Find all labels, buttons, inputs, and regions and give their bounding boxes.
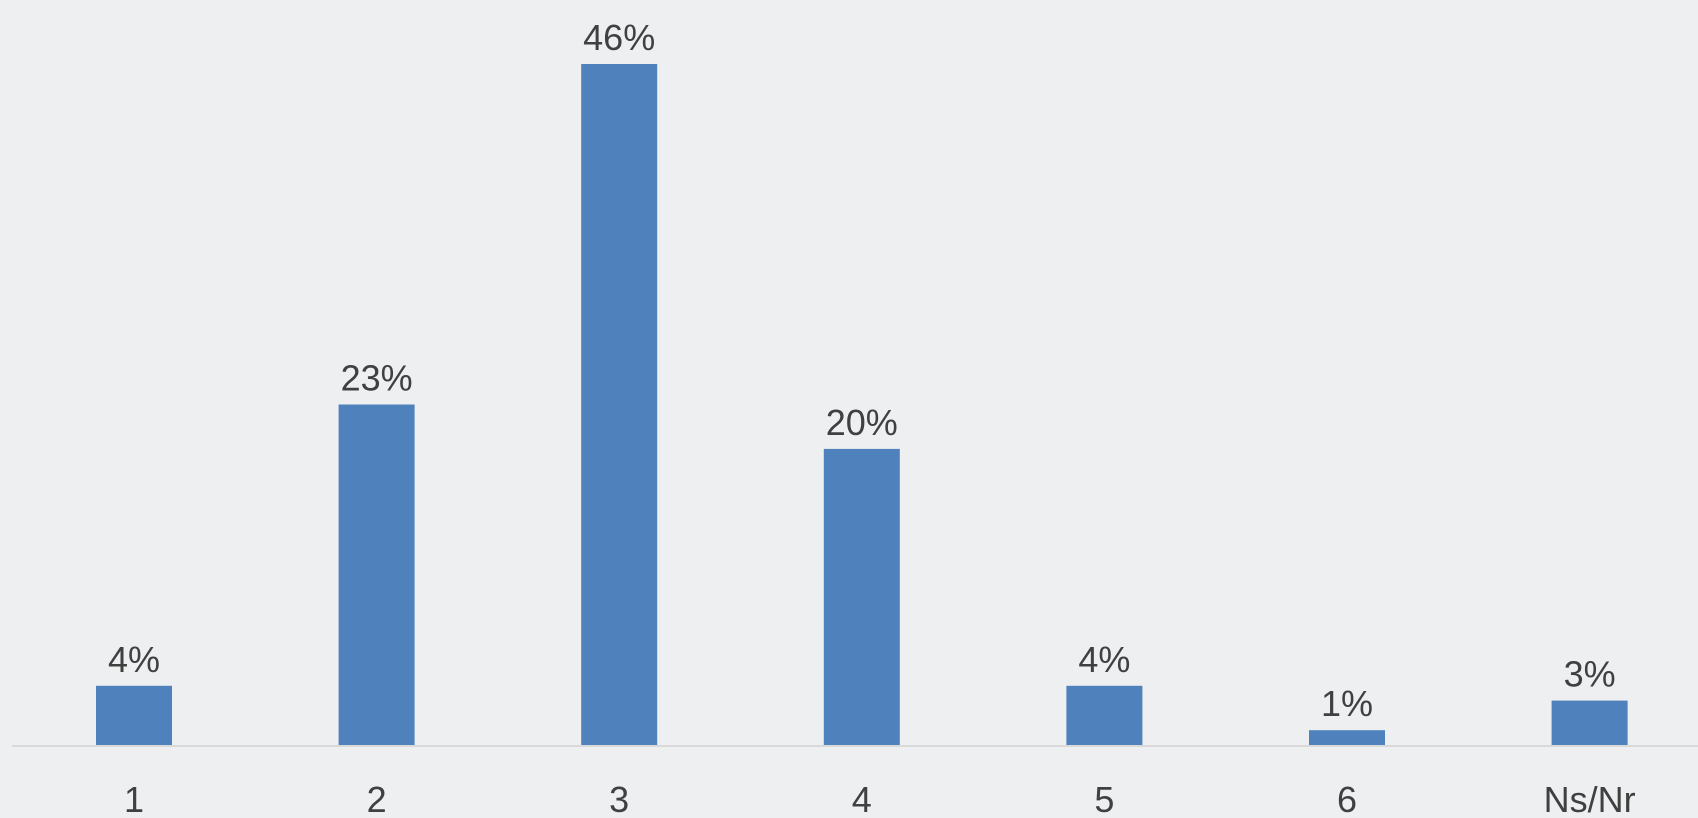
bars-group — [96, 64, 1628, 745]
data-label: 20% — [826, 402, 898, 443]
x-tick-label: Ns/Nr — [1544, 779, 1636, 818]
data-label: 4% — [108, 639, 160, 680]
x-tick-labels-group: 1 2 3 4 5 6 Ns/Nr — [124, 779, 1636, 818]
x-tick-label: 6 — [1337, 779, 1357, 818]
data-label: 4% — [1078, 639, 1130, 680]
bar-1 — [96, 685, 172, 745]
bar-6 — [1309, 730, 1385, 745]
data-label: 3% — [1564, 654, 1616, 695]
data-label: 23% — [341, 358, 413, 399]
bar-3 — [581, 64, 658, 745]
bar-2 — [338, 404, 415, 745]
x-tick-label: 3 — [609, 779, 629, 818]
bar-ns-nr — [1551, 700, 1628, 745]
bar-4 — [823, 448, 900, 745]
x-tick-label: 5 — [1094, 779, 1114, 818]
bar-5 — [1066, 685, 1143, 745]
x-tick-label: 4 — [852, 779, 872, 818]
data-label: 46% — [583, 17, 655, 58]
data-label: 1% — [1321, 683, 1373, 724]
x-tick-label: 2 — [367, 779, 387, 818]
x-tick-label: 1 — [124, 779, 144, 818]
data-labels-group: 4% 23% 46% 20% 4% 1% 3% — [108, 17, 1616, 724]
